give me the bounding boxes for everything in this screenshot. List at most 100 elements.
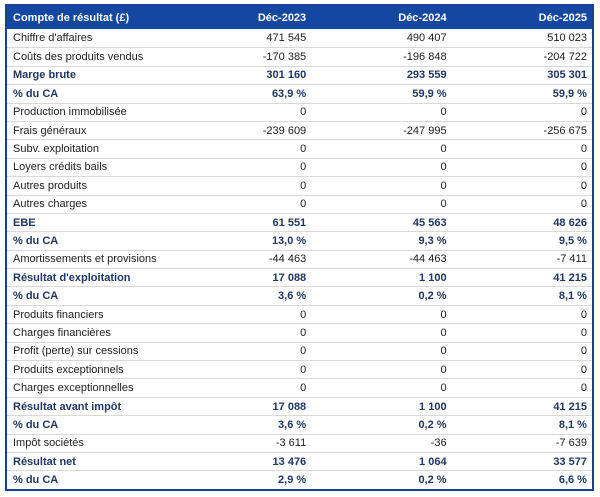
table-row: % du CA 3,6 % 0,2 % 8,1 % [7,415,592,434]
table-row: Marge brute 301 160 293 559 305 301 [7,65,592,85]
row-value-dec-2025: 305 301 [547,69,587,82]
row-value-dec-2023: 0 [300,161,307,174]
row-value-dec-2024: 0,2 % [418,290,447,303]
header-col-dec-2025: Déc-2025 [538,11,587,24]
table-row: % du CA 2,9 % 0,2 % 6,6 % [7,470,592,489]
table-header-row: Compte de résultat (£) Déc-2023 Déc-2024… [7,6,592,29]
header-col-dec-2024: Déc-2024 [398,11,447,24]
row-value-dec-2023: 61 551 [272,216,307,229]
row-label: Produits exceptionnels [13,363,124,376]
row-value-dec-2025: 41 215 [553,400,587,413]
header-title-cell: Compte de résultat (£) [13,11,130,24]
row-value-dec-2025: 9,5 % [558,234,587,247]
row-label: EBE [13,216,36,229]
table-row: Profit (perte) sur cessions 0 0 0 [7,341,592,361]
row-value-dec-2025: 510 023 [547,32,587,45]
row-value-dec-2024: 1 100 [419,271,447,284]
row-value-dec-2025: 0 [580,326,587,339]
table-row: Chiffre d'affaires 471 545 490 407 510 0… [7,29,592,48]
table-row: Production immobilisée 0 0 0 [7,102,592,121]
row-value-dec-2025: 48 626 [553,216,587,229]
row-value-dec-2024: 0 [440,326,447,339]
row-value-dec-2024: 59,9 % [412,87,447,100]
table-row: Produits exceptionnels 0 0 0 [7,360,592,379]
row-label: Produits financiers [13,308,104,321]
table-row: Produits financiers 0 0 0 [7,304,592,324]
row-value-dec-2024: 1 064 [419,455,447,468]
row-value-dec-2024: -44 463 [409,253,447,266]
row-value-dec-2023: 0 [300,345,307,358]
row-label: % du CA [13,290,59,303]
row-value-dec-2025: 0 [580,161,587,174]
row-value-dec-2023: 0 [300,363,307,376]
table-row: Autres charges 0 0 0 [7,194,592,213]
row-label: Résultat net [13,455,76,468]
row-value-dec-2024: -247 995 [403,124,447,137]
row-label: Charges exceptionnelles [13,382,134,395]
row-value-dec-2025: -7 411 [556,253,587,266]
row-value-dec-2025: 0 [580,308,587,321]
row-value-dec-2023: 471 545 [266,32,307,45]
row-label: Autres produits [13,179,87,192]
header-col-dec-2023: Déc-2023 [257,11,307,24]
row-value-dec-2024: 0 [440,106,447,119]
row-value-dec-2023: 0 [300,106,307,119]
row-value-dec-2025: 0 [580,345,587,358]
row-label: % du CA [13,234,59,247]
row-value-dec-2025: 59,9 % [552,87,587,100]
row-label: % du CA [13,418,59,431]
row-value-dec-2024: -196 848 [403,51,447,64]
table-row: Impôt sociétés -3 611 -36 -7 639 [7,433,592,452]
row-value-dec-2024: 1 100 [419,400,447,413]
table-row: Résultat avant impôt 17 088 1 100 41 215 [7,396,592,416]
table-row: Amortissements et provisions -44 463 -44… [7,249,592,269]
row-value-dec-2023: 17 088 [272,400,307,413]
row-label: Subv. exploitation [13,143,100,156]
row-value-dec-2024: 0 [440,308,447,321]
row-value-dec-2025: 0 [580,106,587,119]
table-row: Frais généraux -239 609 -247 995 -256 67… [7,120,592,140]
row-value-dec-2023: 0 [300,382,307,395]
row-label: Résultat d'exploitation [13,271,131,284]
table-row: Résultat d'exploitation 17 088 1 100 41 … [7,268,592,287]
table-body: Chiffre d'affaires 471 545 490 407 510 0… [7,29,592,489]
row-value-dec-2023: 0 [300,179,307,192]
row-label: Impôt sociétés [13,437,84,450]
table-row: Résultat net 13 476 1 064 33 577 [7,451,592,471]
row-value-dec-2025: 8,1 % [558,418,587,431]
row-label: Profit (perte) sur cessions [13,345,139,358]
row-value-dec-2024: -36 [430,437,447,450]
row-label: Résultat avant impôt [13,400,122,413]
row-value-dec-2025: 0 [580,143,587,156]
row-value-dec-2023: 0 [300,308,307,321]
row-label: Autres charges [13,198,87,211]
row-value-dec-2025: -256 675 [543,124,587,137]
row-value-dec-2024: 0 [440,382,447,395]
row-value-dec-2024: 490 407 [406,32,447,45]
row-value-dec-2023: 3,6 % [278,290,307,303]
table-row: Loyers crédits bails 0 0 0 [7,157,592,177]
row-value-dec-2023: 63,9 % [271,87,307,100]
row-label: % du CA [13,87,59,100]
table-row: Charges financières 0 0 0 [7,323,592,342]
row-value-dec-2023: -170 385 [262,51,307,64]
row-value-dec-2023: 17 088 [272,271,307,284]
row-label: Chiffre d'affaires [13,32,93,45]
row-value-dec-2024: 0 [440,143,447,156]
table-row: Subv. exploitation 0 0 0 [7,139,592,158]
row-value-dec-2023: -239 609 [262,124,307,137]
row-value-dec-2024: 0 [440,345,447,358]
row-value-dec-2023: 0 [300,198,307,211]
row-value-dec-2025: -7 639 [555,437,587,450]
row-value-dec-2023: 0 [300,326,307,339]
row-label: Production immobilisée [13,106,127,119]
row-value-dec-2023: 13,0 % [271,234,307,247]
table-row: EBE 61 551 45 563 48 626 [7,212,592,232]
row-value-dec-2025: 33 577 [553,455,587,468]
row-value-dec-2023: -3 611 [275,437,307,450]
row-value-dec-2024: 0,2 % [418,474,447,487]
row-value-dec-2023: -44 463 [268,253,307,266]
row-value-dec-2024: 293 559 [406,69,447,82]
row-value-dec-2024: 45 563 [412,216,447,229]
row-value-dec-2024: 0 [440,198,447,211]
